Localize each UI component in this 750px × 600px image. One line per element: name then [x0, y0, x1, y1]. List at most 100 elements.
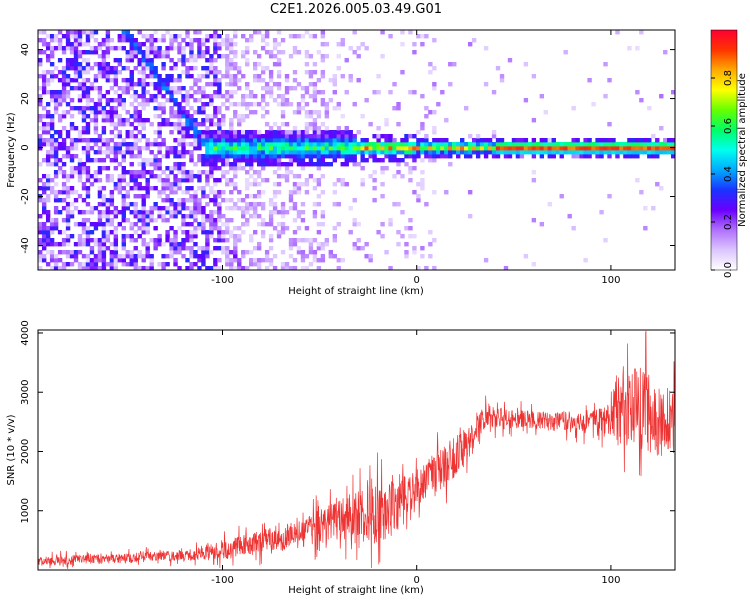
heatmap-cell — [205, 66, 210, 71]
heatmap-cell — [69, 42, 75, 47]
heatmap-cell — [308, 154, 314, 159]
heatmap-cell — [444, 190, 449, 195]
heatmap-cell — [416, 130, 421, 135]
heatmap-cell — [189, 114, 194, 119]
heatmap-cell — [217, 46, 222, 51]
heatmap-cell — [133, 210, 138, 215]
heatmap-cell — [149, 62, 154, 67]
heatmap-cell — [428, 146, 433, 151]
heatmap-cell — [276, 70, 282, 75]
heatmap-cell — [420, 186, 425, 191]
heatmap-cell — [456, 150, 461, 155]
heatmap-cell — [260, 166, 266, 171]
heatmap-cell — [296, 138, 302, 143]
heatmap-cell — [41, 42, 47, 47]
heatmap-cell — [65, 110, 71, 115]
heatmap-cell — [181, 50, 186, 55]
heatmap-cell — [53, 226, 59, 231]
heatmap-cell — [209, 146, 214, 151]
heatmap-cell — [117, 222, 123, 227]
heatmap-cell — [41, 210, 47, 215]
heatmap-cell — [611, 138, 616, 143]
heatmap-cell — [647, 150, 652, 155]
heatmap-cell — [165, 50, 170, 55]
heatmap-cell — [89, 82, 95, 87]
heatmap-cell — [38, 118, 43, 123]
heatmap-cell — [77, 262, 83, 267]
heatmap-cell — [129, 170, 134, 175]
heatmap-cell — [141, 94, 146, 99]
heatmap-cell — [252, 214, 258, 219]
heatmap-cell — [61, 242, 67, 247]
heatmap-cell — [304, 50, 310, 55]
heatmap-cell — [38, 162, 43, 167]
heatmap-cell — [121, 210, 126, 215]
heatmap-cell — [372, 198, 377, 203]
heatmap-cell — [65, 46, 71, 51]
heatmap-cell — [177, 138, 182, 143]
heatmap-cell — [65, 90, 71, 95]
heatmap-cell — [125, 86, 130, 91]
heatmap-cell — [527, 146, 533, 151]
heatmap-cell — [105, 90, 111, 95]
heatmap-cell — [252, 94, 258, 99]
heatmap-cell — [149, 46, 154, 51]
heatmap-cell — [249, 250, 254, 255]
heatmap-cell — [53, 210, 59, 215]
heatmap-cell — [105, 114, 111, 119]
heatmap-cell — [157, 134, 162, 139]
heatmap-cell — [428, 142, 433, 147]
heatmap-cell — [288, 34, 294, 39]
heatmap-cell — [73, 126, 79, 131]
heatmap-cell — [205, 230, 210, 235]
heatmap-cell — [217, 90, 222, 95]
heatmap-cell — [69, 126, 75, 131]
heatmap-cell — [364, 254, 369, 259]
heatmap-cell — [157, 90, 162, 95]
heatmap-cell — [157, 94, 162, 99]
spectrogram-x-ticks: -100 0 100 — [211, 30, 620, 286]
heatmap-cell — [113, 230, 119, 235]
heatmap-cell — [268, 150, 274, 155]
heatmap-cell — [328, 98, 334, 103]
heatmap-cell — [352, 138, 357, 143]
heatmap-cell — [268, 214, 274, 219]
heatmap-cell — [141, 162, 146, 167]
heatmap-cell — [205, 126, 210, 131]
heatmap-cell — [49, 62, 55, 67]
heatmap-cell — [396, 242, 401, 247]
heatmap-cell — [587, 138, 592, 143]
heatmap-cell — [133, 90, 138, 95]
heatmap-cell — [372, 170, 377, 175]
heatmap-cell — [121, 242, 126, 247]
heatmap-cell — [157, 166, 162, 171]
heatmap-cell — [408, 226, 413, 231]
heatmap-cell — [320, 174, 326, 179]
heatmap-cell — [213, 166, 218, 171]
heatmap-cell — [61, 142, 67, 147]
heatmap-cell — [671, 154, 675, 159]
heatmap-cell — [217, 230, 222, 235]
heatmap-cell — [81, 254, 87, 259]
heatmap-cell — [173, 46, 178, 51]
heatmap-cell — [145, 230, 150, 235]
heatmap-cell — [97, 150, 103, 155]
heatmap-cell — [280, 142, 286, 147]
heatmap-cell — [141, 134, 146, 139]
y-tick-label: 2000 — [20, 439, 31, 464]
heatmap-cell — [316, 178, 322, 183]
heatmap-cell — [372, 186, 377, 191]
heatmap-cell — [288, 150, 294, 155]
heatmap-cell — [73, 62, 79, 67]
heatmap-cell — [245, 266, 250, 270]
heatmap-cell — [201, 154, 206, 159]
heatmap-cell — [65, 210, 71, 215]
heatmap-cell — [53, 158, 59, 163]
heatmap-cell — [81, 266, 87, 270]
heatmap-cell — [157, 210, 162, 215]
heatmap-cell — [655, 142, 660, 147]
heatmap-cell — [217, 86, 222, 91]
heatmap-cell — [292, 258, 298, 263]
heatmap-cell — [209, 82, 214, 87]
heatmap-cell — [245, 194, 250, 199]
